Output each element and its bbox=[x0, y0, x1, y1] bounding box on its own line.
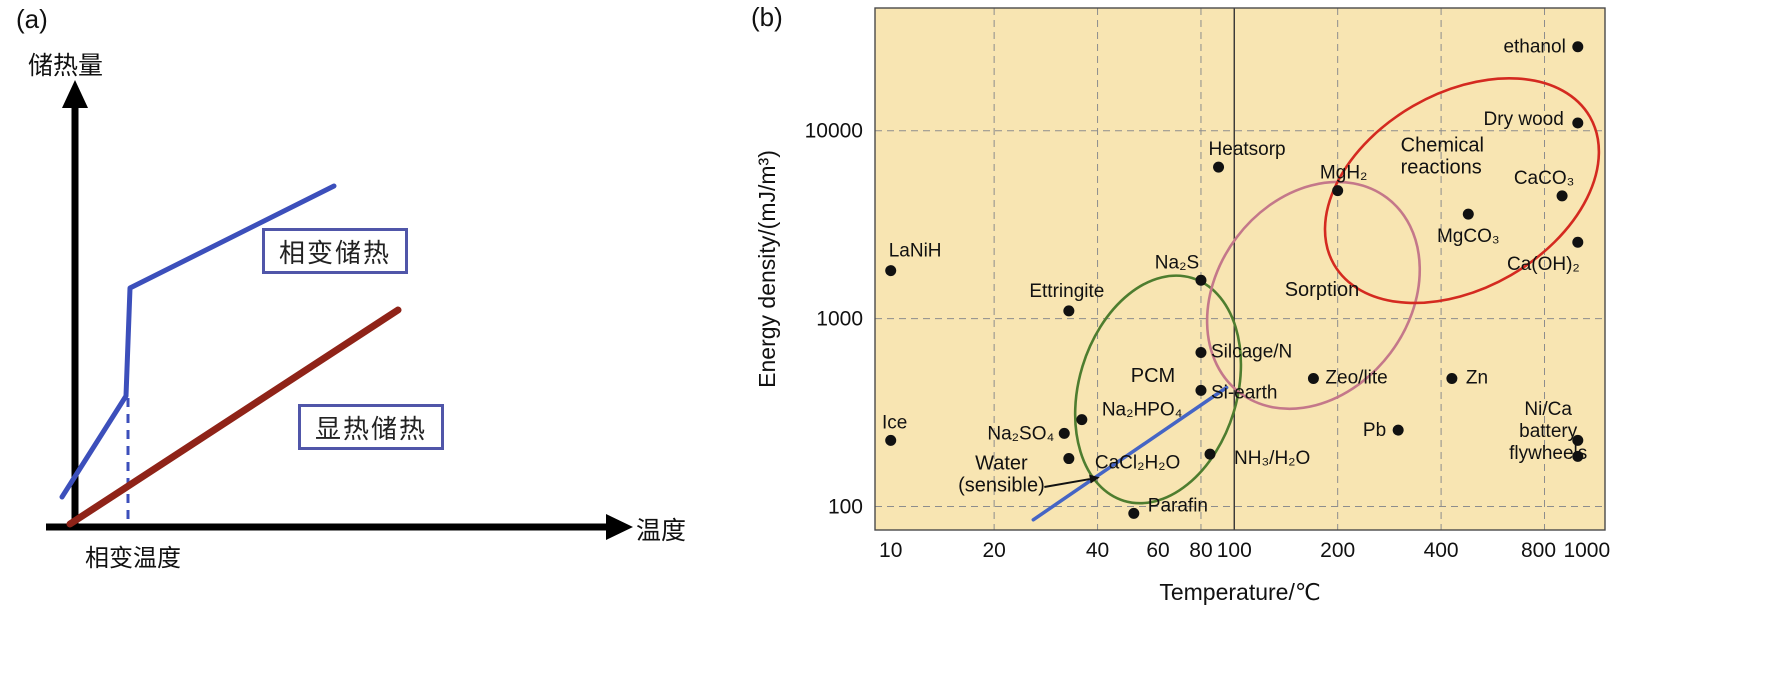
point-label: Na₂HPO₄ bbox=[1102, 400, 1183, 421]
y-tick-label: 10000 bbox=[805, 120, 863, 143]
scatter-point bbox=[1204, 448, 1216, 460]
scatter-point bbox=[1572, 434, 1584, 446]
float-label: Sorption bbox=[1285, 279, 1360, 301]
panel-b-tag: (b) bbox=[751, 2, 783, 32]
scatter-point bbox=[1392, 424, 1404, 436]
x-tick-label: 40 bbox=[1086, 539, 1109, 562]
point-label: Ice bbox=[882, 412, 907, 433]
y-tick-label: 100 bbox=[828, 496, 863, 519]
point-label: Na₂S bbox=[1155, 252, 1199, 273]
region-ellipse-chemical-reactions bbox=[1323, 77, 1601, 305]
x-tick-label: 1000 bbox=[1563, 539, 1610, 562]
scatter-point bbox=[1063, 453, 1075, 465]
phase-change-storage-label: 相变储热 bbox=[278, 237, 391, 268]
annotation-arrow-head-icon bbox=[1089, 474, 1100, 484]
panel-b-chart: ethanol Dry wood Heatsorp MgH₂ CaCO₃ MgCO₃ Ca(… bbox=[754, 7, 1610, 605]
point-label: Si-earth bbox=[1211, 382, 1278, 403]
point-label: Ca(OH)₂ bbox=[1507, 254, 1580, 275]
point-label: NH₃/H₂O bbox=[1234, 448, 1310, 469]
scatter-point bbox=[1195, 274, 1207, 286]
region-ellipse-pcm bbox=[1073, 274, 1243, 505]
point-label: Zn bbox=[1466, 368, 1488, 389]
point-label: CaCl₂H₂O bbox=[1095, 453, 1180, 474]
float-label: battery bbox=[1519, 421, 1578, 442]
sensible-storage-label: 显热储热 bbox=[314, 413, 427, 444]
float-label: reactions bbox=[1401, 156, 1482, 178]
point-label: Ettringite bbox=[1029, 281, 1104, 302]
x-tick-label: 100 bbox=[1217, 539, 1252, 562]
point-label: Zeo/lite bbox=[1325, 368, 1387, 389]
water-sensible-line bbox=[1031, 385, 1229, 522]
point-label: ethanol bbox=[1503, 37, 1565, 58]
x-axis-arrow-icon bbox=[606, 514, 633, 540]
sensible-series-line bbox=[66, 306, 402, 528]
panel-b: ethanol Dry wood Heatsorp MgH₂ CaCO₃ MgCO₃ Ca(… bbox=[745, 0, 1775, 681]
point-label: Silcage/N bbox=[1211, 342, 1292, 363]
panel-a-chart bbox=[46, 80, 633, 540]
point-label: Parafin bbox=[1148, 495, 1208, 516]
plot-background bbox=[875, 8, 1605, 530]
y-axis-title: Energy density/(mJ/m³) bbox=[754, 150, 780, 388]
point-label: Dry wood bbox=[1484, 109, 1564, 130]
x-tick-label: 80 bbox=[1189, 539, 1212, 562]
sensible-storage-box: 显热储热 bbox=[298, 404, 444, 450]
scatter-point bbox=[1195, 347, 1207, 359]
phase-change-temp-label: 相变温度 bbox=[85, 545, 181, 572]
scatter-point bbox=[1128, 507, 1140, 519]
point-label: MgH₂ bbox=[1320, 163, 1368, 184]
phase-change-storage-box: 相变储热 bbox=[262, 228, 408, 274]
panel-a: (a) 储热量 温度 相变温度 相变储热 显热储热 bbox=[0, 0, 745, 681]
float-label: Chemical bbox=[1401, 134, 1484, 156]
scatter-point bbox=[1462, 208, 1474, 220]
phase-change-series-line bbox=[59, 183, 337, 500]
y-axis-arrow-icon bbox=[62, 80, 88, 108]
panel-a-tag: (a) bbox=[16, 4, 48, 34]
point-label: CaCO₃ bbox=[1514, 168, 1575, 189]
scatter-point bbox=[1076, 414, 1088, 426]
scatter-point bbox=[1556, 190, 1568, 202]
x-tick-label: 20 bbox=[982, 539, 1005, 562]
scatter-point bbox=[1446, 373, 1458, 385]
point-label: Na₂SO₄ bbox=[987, 423, 1054, 444]
x-tick-label: 60 bbox=[1146, 539, 1169, 562]
float-label: Ni/Ca bbox=[1524, 399, 1572, 420]
point-label: Pb bbox=[1363, 420, 1386, 441]
scatter-point bbox=[1572, 41, 1584, 53]
x-tick-label: 800 bbox=[1521, 539, 1556, 562]
scatter-point bbox=[1307, 373, 1319, 385]
scatter-point bbox=[1058, 427, 1070, 439]
region-ellipse-sorption bbox=[1205, 180, 1422, 411]
x-tick-label: 400 bbox=[1424, 539, 1459, 562]
float-label: PCM bbox=[1131, 365, 1175, 387]
point-label: MgCO₃ bbox=[1437, 226, 1500, 247]
point-label: Heatsorp bbox=[1209, 139, 1286, 160]
scatter-point bbox=[1332, 185, 1344, 197]
float-label: flywheels bbox=[1509, 443, 1587, 464]
scatter-point bbox=[885, 434, 897, 446]
scatter-point bbox=[1195, 384, 1207, 396]
scatter-point bbox=[885, 265, 897, 277]
scatter-point bbox=[1572, 236, 1584, 248]
x-tick-label: 200 bbox=[1320, 539, 1355, 562]
scatter-point bbox=[1572, 450, 1584, 462]
scatter-point bbox=[1213, 161, 1225, 173]
float-label: Water bbox=[975, 452, 1028, 474]
point-label: LaNiH bbox=[889, 241, 942, 262]
x-tick-label: 10 bbox=[879, 539, 902, 562]
panel-a-x-axis-label: 温度 bbox=[636, 517, 687, 545]
scatter-point bbox=[1063, 305, 1075, 317]
plot-border bbox=[874, 7, 1606, 531]
x-axis-title: Temperature/℃ bbox=[1159, 579, 1320, 605]
annotation-arrow bbox=[1044, 478, 1091, 489]
scatter-point bbox=[1572, 117, 1584, 129]
y-tick-label: 1000 bbox=[816, 308, 863, 331]
panel-a-y-axis-label: 储热量 bbox=[28, 52, 104, 80]
float-label: (sensible) bbox=[958, 474, 1045, 496]
